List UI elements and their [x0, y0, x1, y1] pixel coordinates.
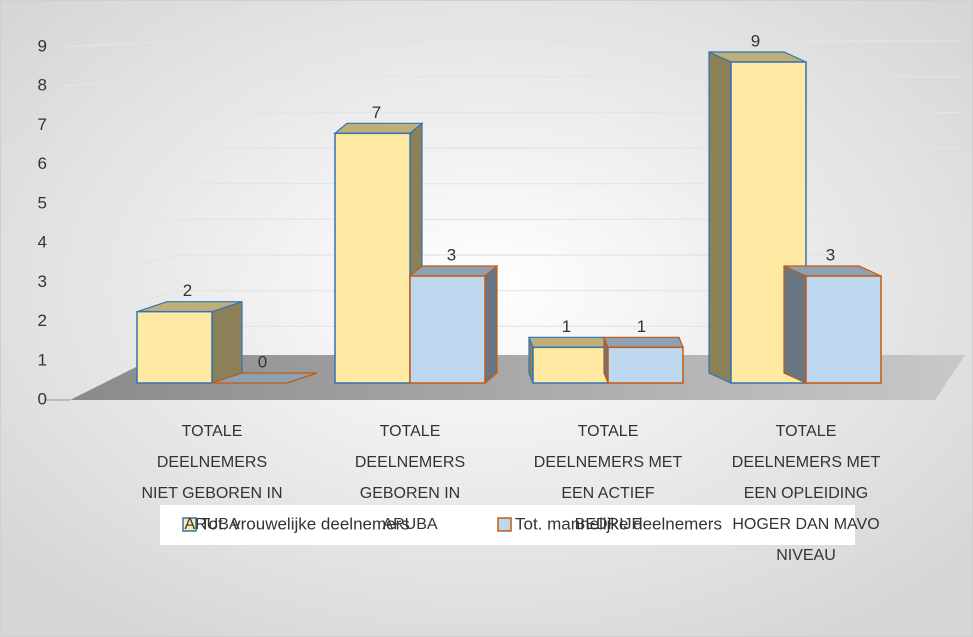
data-label: 2 [183, 281, 192, 300]
bar-top [528, 336, 609, 348]
grid-line [61, 76, 960, 87]
y-tick-label: 0 [38, 389, 47, 408]
grid-line [61, 290, 960, 323]
bar-top [408, 265, 499, 277]
grid-line [61, 147, 960, 166]
grid-line [61, 183, 960, 205]
y-tick-label: 1 [38, 350, 47, 369]
bar [334, 132, 411, 384]
y-tick-label: 7 [38, 115, 47, 134]
y-tick-label: 2 [38, 311, 47, 330]
data-label: 9 [751, 31, 760, 50]
y-tick-label: 9 [38, 36, 47, 55]
bar [136, 310, 213, 384]
legend-label: Tot. vrouwelijke deelnemers [200, 514, 410, 533]
bar-side [484, 264, 498, 385]
x-tick-label: TOTALE DEELNEMERS MET EEN ACTIEF BEDRIJF [533, 423, 683, 533]
bar [607, 346, 684, 384]
y-tick-label: 5 [38, 193, 47, 212]
bar-top [211, 372, 318, 384]
legend-swatch [497, 517, 512, 532]
x-tick-label: TOTALE DEELNEMERS NIET GEBOREN IN ARUBA [141, 423, 283, 533]
bar-side [783, 265, 807, 384]
y-tick-label: 4 [38, 233, 47, 252]
y-tick-label: 3 [38, 272, 47, 291]
bar-top [603, 336, 684, 348]
grid-line [61, 218, 960, 244]
bar-side [708, 51, 732, 384]
data-label: 1 [562, 317, 571, 336]
y-tick-label: 6 [38, 154, 47, 173]
data-label: 0 [258, 352, 267, 371]
bar [532, 346, 609, 384]
x-tick-label: TOTALE DEELNEMERS MET EEN OPLEIDING HOGE… [731, 423, 881, 564]
bar-top [333, 122, 424, 134]
data-label: 3 [447, 245, 456, 264]
legend-swatch [182, 517, 197, 532]
legend-label: Tot. mannelijke deelnemers [515, 514, 722, 533]
grid-line [61, 254, 960, 283]
y-tick-label: 8 [38, 76, 47, 95]
bar [805, 275, 882, 384]
grid-line [61, 40, 960, 48]
data-label: 1 [637, 317, 646, 336]
bar-side [211, 300, 243, 384]
data-label: 3 [826, 245, 835, 264]
data-label: 7 [372, 103, 381, 122]
bar [409, 275, 486, 384]
grid-line [61, 111, 960, 127]
x-tick-label: TOTALE DEELNEMERS GEBOREN IN ARUBA [354, 423, 466, 533]
